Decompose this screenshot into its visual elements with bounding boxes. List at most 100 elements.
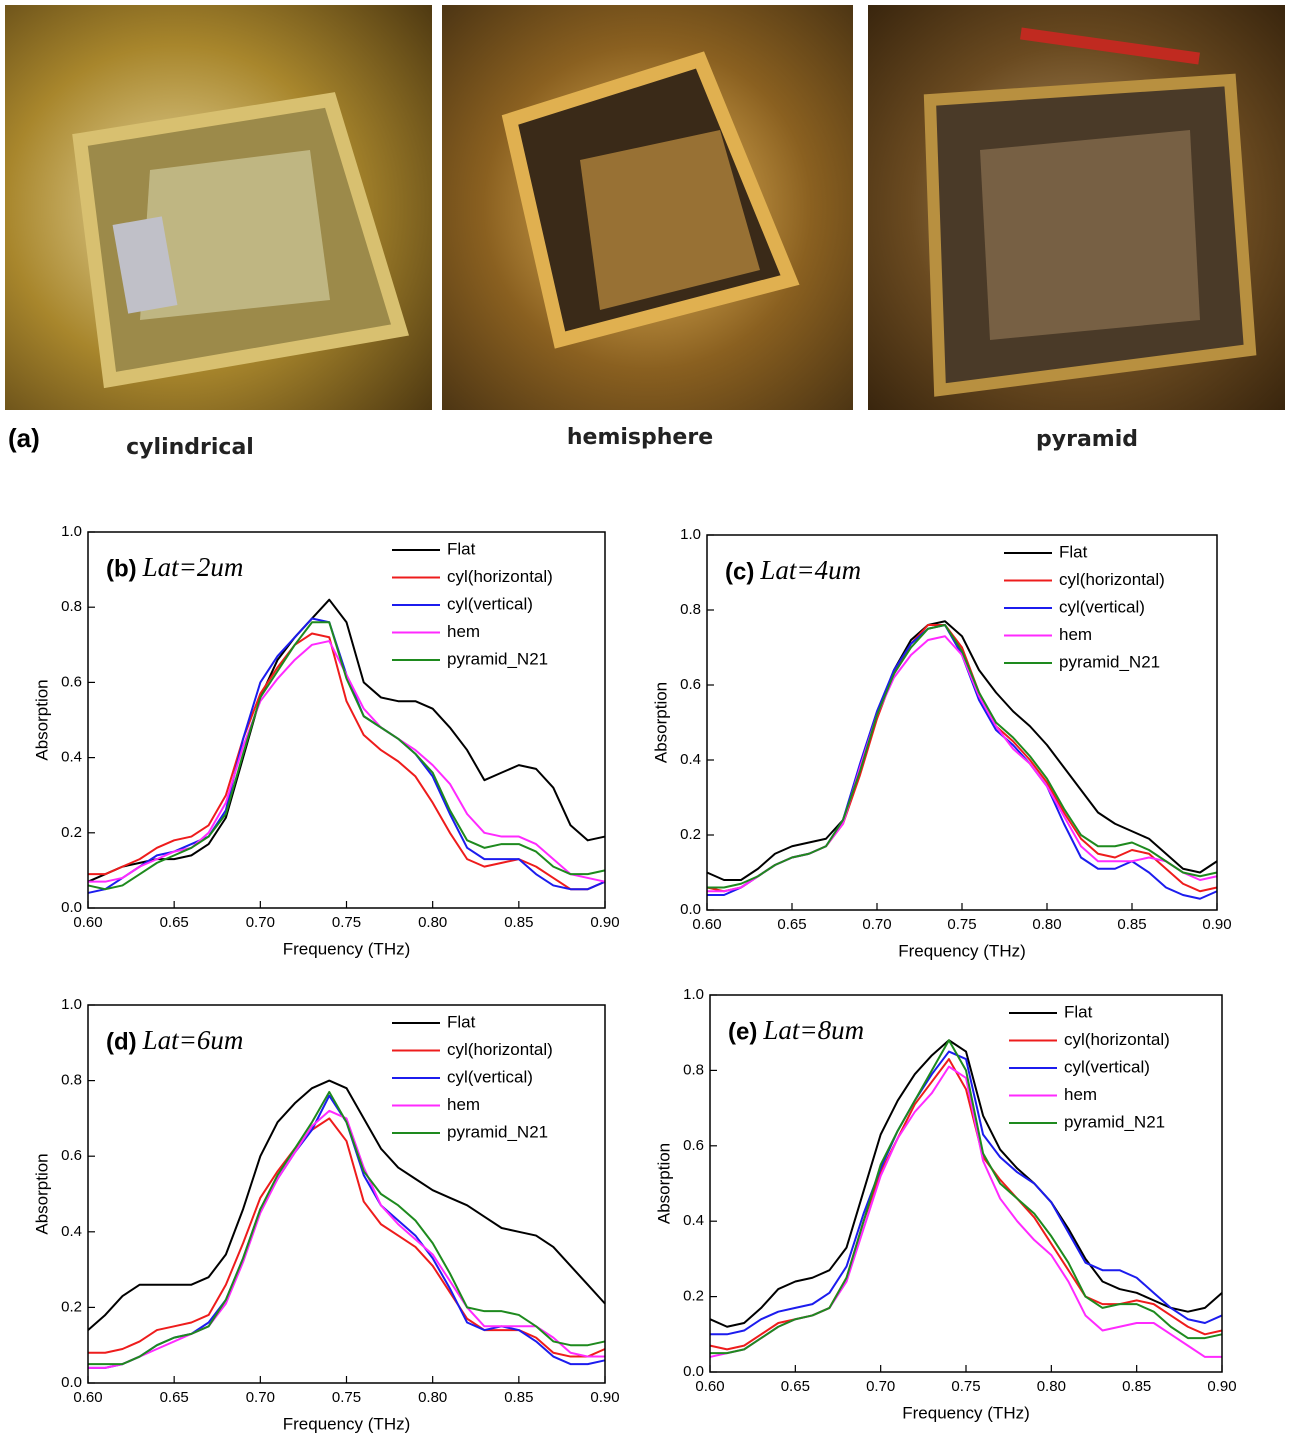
y-tick-label: 0.0 — [61, 899, 82, 916]
x-tick-label: 0.60 — [692, 916, 721, 933]
x-tick-label: 0.65 — [781, 1378, 810, 1395]
y-tick-label: 1.0 — [680, 526, 701, 543]
x-tick-label: 0.60 — [73, 1389, 102, 1406]
x-tick-label: 0.80 — [1037, 1378, 1066, 1395]
y-tick-label: 0.0 — [61, 1374, 82, 1391]
legend-label: pyramid_N21 — [1064, 1112, 1165, 1131]
photo-caption: hemisphere — [567, 425, 713, 450]
x-tick-label: 0.70 — [246, 914, 275, 931]
chart-title: Lat=2um — [142, 552, 244, 582]
chart-title: Lat=6um — [142, 1025, 244, 1055]
x-tick-label: 0.65 — [160, 914, 189, 931]
y-tick-label: 0.6 — [61, 1147, 82, 1164]
legend-label: hem — [1059, 625, 1092, 644]
x-axis-title: Frequency (THz) — [283, 1414, 411, 1433]
legend-label: cyl(vertical) — [447, 1067, 533, 1086]
plot-frame — [87, 1004, 606, 1384]
x-tick-label: 0.75 — [332, 1389, 361, 1406]
series-line — [709, 1039, 1223, 1328]
legend-label: pyramid_N21 — [1059, 652, 1160, 671]
y-tick-label: 0.4 — [61, 749, 82, 766]
y-axis-title: Absorption — [654, 1143, 673, 1224]
x-tick-label: 0.85 — [1122, 1378, 1151, 1395]
y-axis-title: Absorption — [32, 1153, 51, 1234]
y-tick-label: 0.4 — [683, 1212, 704, 1229]
chart-title: Lat=8um — [762, 1015, 864, 1045]
legend-label: cyl(horizontal) — [447, 567, 553, 586]
x-tick-label: 0.80 — [418, 1389, 447, 1406]
legend-label: Flat — [447, 539, 476, 558]
y-axis-title: Absorption — [651, 682, 670, 763]
y-tick-label: 1.0 — [61, 523, 82, 540]
series-line — [87, 621, 606, 891]
x-tick-label: 0.65 — [160, 1389, 189, 1406]
panel-label: (b) — [106, 555, 137, 582]
x-axis-title: Frequency (THz) — [898, 941, 1026, 960]
chart-panel: 0.60 0.65 0.70 0.75 0.80 0.85 0.90 0.0 0.2 0.4 0.6… — [651, 526, 1231, 961]
photo-hemisphere — [442, 5, 853, 410]
series-line — [707, 635, 1218, 893]
y-tick-label: 1.0 — [61, 996, 82, 1013]
x-tick-label: 0.70 — [862, 916, 891, 933]
y-tick-label: 0.4 — [61, 1223, 82, 1240]
photo-cylindrical — [5, 5, 432, 410]
x-axis-title: Frequency (THz) — [902, 1403, 1030, 1422]
x-tick-label: 0.70 — [866, 1378, 895, 1395]
x-tick-label: 0.75 — [947, 916, 976, 933]
x-tick-label: 0.85 — [1117, 916, 1146, 933]
series-line — [87, 598, 606, 883]
series-line — [707, 624, 1218, 889]
series-line — [88, 1109, 605, 1369]
y-tick-label: 0.8 — [680, 601, 701, 618]
chart-panel: 0.60 0.65 0.70 0.75 0.80 0.85 0.90 0.0 0.2 0.4 0.6… — [654, 986, 1236, 1423]
legend-label: cyl(vertical) — [447, 594, 533, 613]
y-tick-label: 0.2 — [683, 1288, 704, 1305]
y-tick-label: 0.2 — [680, 826, 701, 843]
x-tick-label: 0.90 — [590, 1389, 619, 1406]
x-tick-label: 0.75 — [951, 1378, 980, 1395]
x-axis-title: Frequency (THz) — [283, 939, 411, 958]
y-tick-label: 0.8 — [683, 1061, 704, 1078]
y-tick-label: 0.0 — [683, 1363, 704, 1380]
series-line — [709, 1065, 1222, 1358]
legend-label: Flat — [447, 1012, 476, 1031]
y-tick-label: 0.6 — [61, 673, 82, 690]
series-line — [706, 620, 1218, 881]
legend-label: hem — [447, 622, 480, 641]
x-tick-label: 0.65 — [777, 916, 806, 933]
y-tick-label: 0.2 — [61, 824, 82, 841]
photo-caption: cylindrical — [126, 435, 254, 460]
legend-label: cyl(vertical) — [1064, 1057, 1150, 1076]
y-tick-label: 1.0 — [683, 986, 704, 1003]
legend-label: Flat — [1064, 1002, 1093, 1021]
photo-caption: pyramid — [1036, 427, 1138, 452]
chart-panel: 0.60 0.65 0.70 0.75 0.80 0.85 0.90 0.0 0.2 0.4 0.6… — [32, 996, 619, 1434]
series-line — [709, 1058, 1223, 1351]
y-axis-title: Absorption — [32, 679, 51, 760]
y-tick-label: 0.2 — [61, 1298, 82, 1315]
x-tick-label: 0.60 — [695, 1378, 724, 1395]
panel-label: (e) — [728, 1018, 757, 1045]
legend-label: cyl(horizontal) — [447, 1040, 553, 1059]
series-line — [88, 640, 606, 883]
x-tick-label: 0.85 — [504, 1389, 533, 1406]
x-tick-label: 0.75 — [332, 914, 361, 931]
y-tick-label: 0.0 — [680, 901, 701, 918]
chart-panel: 0.60 0.65 0.70 0.75 0.80 0.85 0.90 0.0 0.2 0.4 0.6… — [32, 523, 619, 959]
x-tick-label: 0.60 — [73, 914, 102, 931]
x-tick-label: 0.80 — [1032, 916, 1061, 933]
chart-title: Lat=4um — [759, 555, 861, 585]
y-tick-label: 0.6 — [680, 676, 701, 693]
series-line — [710, 1039, 1223, 1355]
legend-label: pyramid_N21 — [447, 649, 548, 668]
legend-label: pyramid_N21 — [447, 1122, 548, 1141]
plot-frame — [706, 534, 1218, 911]
legend-label: cyl(horizontal) — [1064, 1030, 1170, 1049]
x-tick-label: 0.80 — [418, 914, 447, 931]
panel-label: (d) — [106, 1028, 137, 1055]
photo-pyramid — [868, 5, 1285, 410]
legend-label: cyl(horizontal) — [1059, 570, 1165, 589]
legend-label: hem — [447, 1095, 480, 1114]
